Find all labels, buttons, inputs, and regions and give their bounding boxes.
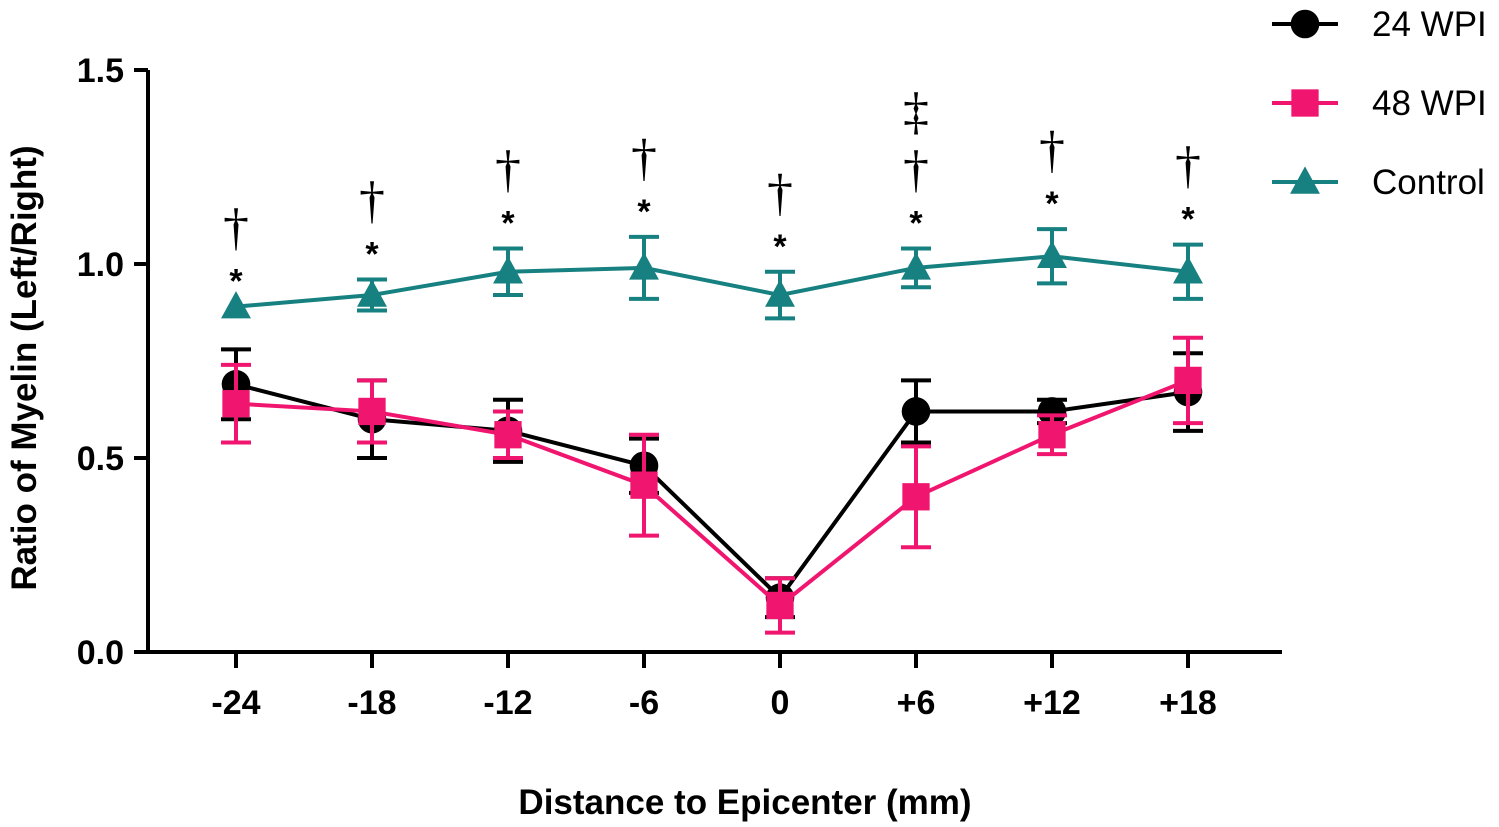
data-point [494,421,522,449]
data-point [766,591,794,620]
legend-marker [1290,9,1320,39]
data-point [222,390,250,418]
significance-dagger: † [495,141,521,198]
significance-asterisk: * [501,204,515,242]
x-tick-label: -18 [347,684,396,722]
legend-item: Control [1272,163,1485,202]
legend-label: 48 WPI [1372,84,1487,123]
data-point [901,252,931,280]
data-point [1037,397,1067,426]
significance-double-dagger: ‡ [903,83,929,140]
data-point [902,483,930,511]
x-axis-title: Distance to Epicenter (mm) [518,783,971,822]
legend-item: 48 WPI [1272,84,1487,123]
series-layer [221,227,1203,635]
legend: 24 WPI 48 WPI Control [1272,5,1487,202]
x-tick-label: -24 [211,684,260,722]
y-tick-label: 0.0 [77,634,124,672]
series-line [235,382,1189,600]
significance-asterisk: * [1045,185,1059,223]
y-tick-label: 1.5 [77,52,124,90]
series-line [235,254,1189,309]
legend-marker [1291,89,1319,117]
series-48-wpi [221,335,1203,635]
data-point [765,279,795,307]
significance-dagger: † [1039,122,1065,179]
legend-item: 24 WPI [1272,5,1487,44]
significance-asterisk: * [909,204,923,242]
y-tick-label: 0.5 [77,440,124,478]
data-point [1173,256,1203,284]
data-point [493,256,523,284]
data-point [901,397,931,426]
significance-annotations: *† *† *†*†*†*†‡*†*† [223,83,1201,300]
series-line [235,378,1189,608]
x-tick-label: -12 [483,684,532,722]
y-tick-label: 1.0 [77,246,124,284]
data-point [1038,421,1066,449]
significance-asterisk: * [637,193,651,231]
significance-dagger: † [903,141,929,198]
series-control [221,227,1203,321]
data-point [629,252,659,280]
x-ticks: -24 -18 -12 -6 0 +6 +12 +18 [211,652,1217,722]
data-point [358,397,386,426]
significance-dagger: † [767,165,793,222]
y-axis-title: Ratio of Myelin (Left/Right) [5,145,44,590]
data-point [357,279,387,307]
data-point [221,291,251,319]
x-tick-label: +6 [897,684,936,722]
series-24-wpi [221,347,1203,620]
significance-asterisk: * [773,228,787,266]
legend-marker [1290,166,1320,194]
significance-dagger: † [223,200,249,257]
significance-asterisk: * [1181,201,1195,239]
significance-dagger: † [631,130,657,187]
data-point [630,471,658,499]
significance-asterisk: * [229,263,243,301]
x-tick-label: -6 [629,684,659,722]
significance-asterisk: * [365,236,379,274]
y-ticks: 0.0 0.5 1.0 1.5 [77,52,148,672]
significance-dagger: † [359,173,385,230]
x-tick-label: 0 [771,684,790,722]
legend-label: 24 WPI [1372,5,1487,44]
axes [146,70,1282,654]
data-point [1037,240,1067,268]
legend-label: Control [1372,163,1485,202]
data-point [1174,366,1202,395]
x-tick-label: +18 [1159,684,1217,722]
significance-dagger: † [1175,138,1201,195]
x-tick-label: +12 [1023,684,1081,722]
